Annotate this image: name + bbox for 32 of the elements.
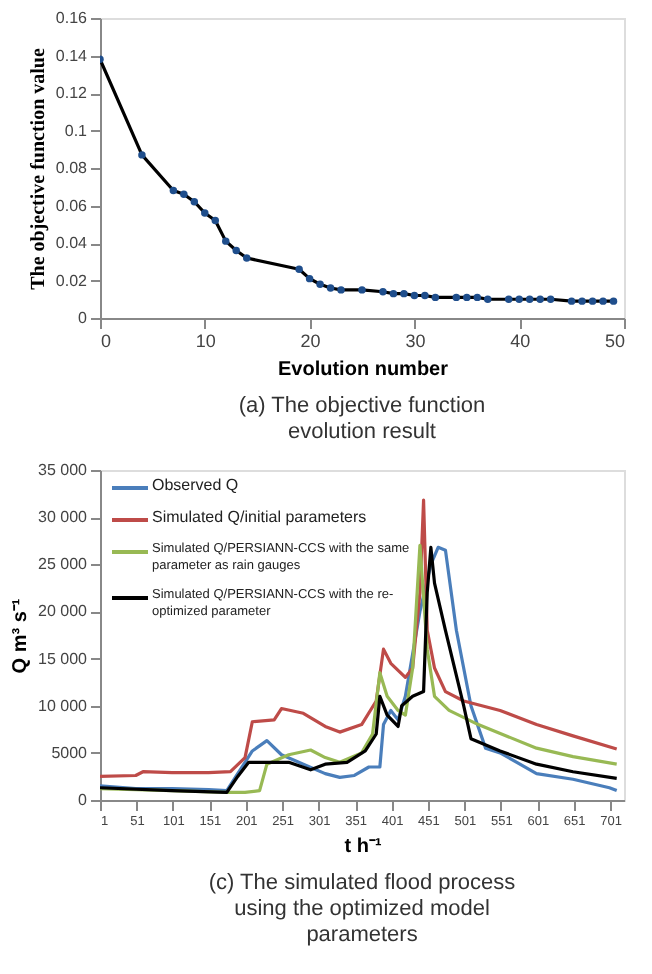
y-tick-label: 25 000 — [38, 555, 89, 574]
x-tick-label: 20 — [300, 331, 321, 351]
y-axis-title: Q m³ s⁻¹ — [10, 597, 33, 674]
y-tick-label: 0.02 — [55, 271, 89, 290]
y-tick-label: 10 000 — [38, 696, 89, 715]
y-tick-label: 0.08 — [55, 159, 89, 177]
x-tick-label: 30 — [405, 331, 426, 351]
legend-label: Simulated Q/initial parameters — [152, 508, 367, 526]
y-tick-label: 0.12 — [55, 84, 89, 102]
y-tick-label: 30 000 — [38, 508, 89, 527]
x-tick-label: 10 — [195, 331, 216, 351]
text: (a) The objective function evolution result — [238, 394, 486, 444]
text: (c) The simulated flood process using the optimized model parameters — [208, 871, 517, 947]
y-tick-label: 35 000 — [38, 461, 89, 479]
y-tick-label: 5000 — [51, 743, 89, 762]
y-tick-label: 0.16 — [55, 9, 89, 27]
y-tick-label: 20 000 — [38, 602, 89, 621]
y-tick-label: 0.14 — [55, 46, 89, 65]
y-tick-label: 0.04 — [55, 234, 89, 252]
y-tick-label: 0.1 — [64, 121, 89, 140]
y-axis-title: The objective function value — [27, 47, 50, 290]
line-series — [100, 498, 619, 779]
x-tick-label: 0 — [101, 331, 112, 351]
x-tick-label: 50 — [604, 331, 625, 351]
y-tick-label: 0 — [78, 791, 89, 809]
y-tick-label: 0 — [78, 309, 89, 327]
y-tick-label: 0.06 — [55, 196, 89, 215]
x-axis-title: t h⁻¹ — [344, 836, 383, 858]
y-tick-label: 15 000 — [38, 649, 89, 668]
legend-label: Observed Q — [152, 476, 239, 494]
x-tick-label: 40 — [510, 331, 531, 351]
x-axis-title: Evolution number — [278, 359, 449, 381]
